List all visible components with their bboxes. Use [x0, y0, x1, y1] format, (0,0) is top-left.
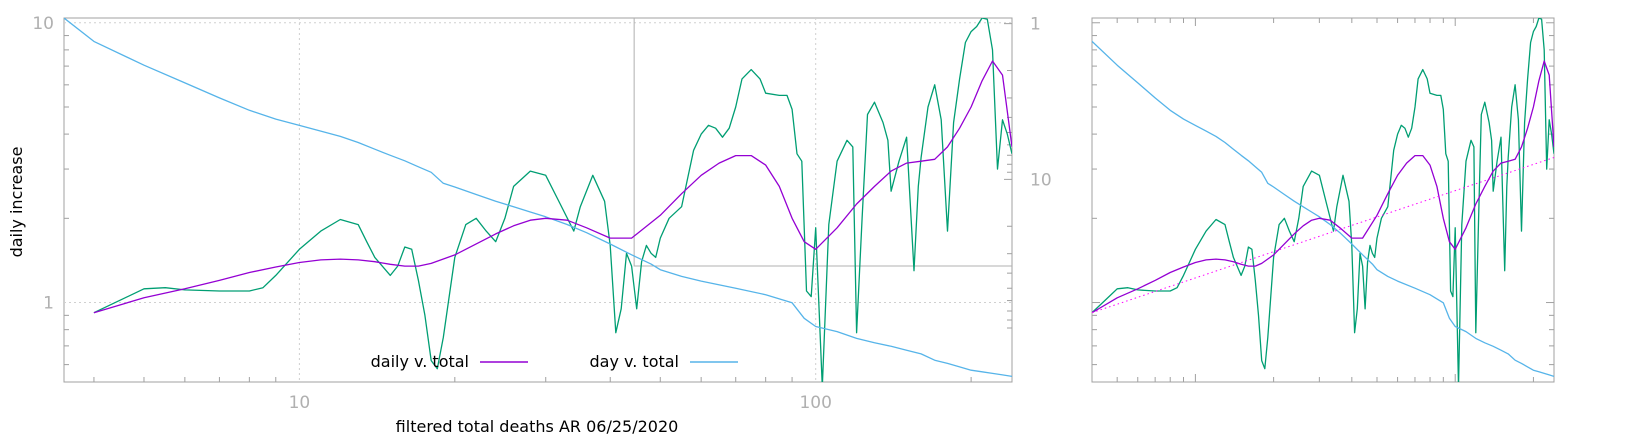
- inset-chart: [1091, 17, 1555, 383]
- x-tick-label: 10: [289, 393, 311, 413]
- inset-trend-line: [1091, 157, 1555, 314]
- inset-frame: [1091, 17, 1555, 383]
- series-line-day-v-total: [64, 18, 1012, 378]
- y2-tick-label: 10: [1030, 170, 1052, 190]
- legend-label-daily: daily v. total: [371, 352, 469, 371]
- y-axis-label: daily increase: [7, 147, 26, 258]
- legend-label-day: day v. total: [590, 352, 680, 371]
- inset-series-line-day-v-total: [1092, 40, 1554, 378]
- series-line-daily-v-total: [93, 60, 1012, 314]
- y-tick-label: 1: [43, 294, 54, 314]
- main-chart: 10 100 1 10 1 10: [32, 14, 1051, 413]
- y-tick-label: 10: [32, 14, 54, 34]
- legend: daily v. total day v. total: [371, 352, 738, 371]
- x-axis-label: filtered total deaths AR 06/25/2020: [396, 417, 679, 436]
- inset-series-line-raw: [1092, 18, 1554, 382]
- series-line-raw: [93, 18, 1012, 382]
- x-tick-label: 100: [799, 393, 831, 413]
- y2-tick-label: 1: [1030, 15, 1041, 35]
- inner-box: [633, 18, 1012, 267]
- plot-frame: [63, 17, 1013, 383]
- inset-series-line-daily-v-total: [1092, 60, 1554, 314]
